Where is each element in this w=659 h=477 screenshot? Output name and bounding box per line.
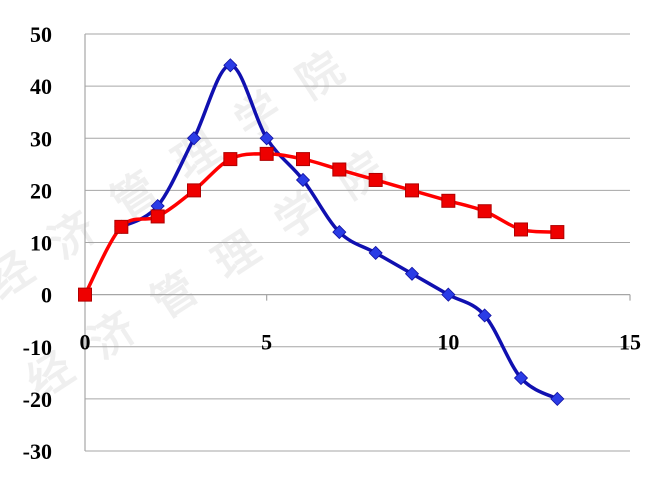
data-point-diamond: [441, 287, 456, 302]
x-tick-label: 5: [261, 330, 272, 355]
data-point-square: [441, 193, 456, 208]
data-point-square: [514, 222, 528, 237]
data-point-square: [223, 152, 238, 167]
data-point-diamond: [477, 308, 492, 323]
data-point-square: [550, 225, 565, 240]
data-point-square: [150, 209, 165, 224]
x-tick-label: 0: [80, 330, 91, 355]
x-tick-label: 10: [437, 330, 459, 355]
data-point-diamond: [368, 245, 383, 260]
gridlines: [85, 33, 630, 452]
data-point-square: [259, 146, 274, 161]
x-tick-labels: 0 5 10 15: [80, 330, 642, 355]
data-point-square: [296, 152, 310, 167]
y-tick-label: -10: [23, 335, 52, 360]
data-point-square: [405, 183, 419, 198]
y-tick-label: 50: [30, 22, 52, 47]
data-point-square: [332, 162, 347, 177]
watermark-char: 学: [266, 182, 331, 249]
data-point-square: [114, 219, 129, 234]
series: [78, 58, 565, 406]
series-2: [78, 146, 565, 302]
data-point-diamond: [186, 131, 202, 146]
data-point-diamond: [259, 131, 274, 146]
watermark-char: 理: [204, 222, 269, 289]
data-point-square: [78, 287, 92, 302]
data-point-diamond: [404, 266, 420, 281]
data-point-diamond: [295, 172, 311, 188]
data-point-square: [368, 172, 383, 187]
data-point-square: [187, 183, 201, 198]
y-tick-label: 30: [30, 126, 52, 151]
watermark-char: 学: [226, 82, 291, 149]
data-point-diamond: [513, 370, 529, 386]
y-tick-label: 0: [41, 283, 52, 308]
data-point-diamond: [550, 391, 565, 406]
y-tick-label: -30: [23, 439, 52, 464]
watermark-char: 院: [288, 42, 353, 109]
y-tick-label: 20: [30, 178, 52, 203]
data-point-square: [477, 204, 492, 219]
y-tick-labels: 50 40 30 20 10 0 -10 -20 -30: [23, 22, 52, 464]
x-tick-label: 15: [619, 330, 641, 355]
y-tick-label: -20: [23, 387, 52, 412]
y-tick-label: 40: [30, 74, 52, 99]
data-point-diamond: [223, 58, 238, 73]
series-1: [114, 58, 565, 406]
data-point-diamond: [332, 225, 347, 240]
y-tick-label: 10: [30, 231, 52, 256]
watermark-char: 管: [142, 262, 207, 329]
